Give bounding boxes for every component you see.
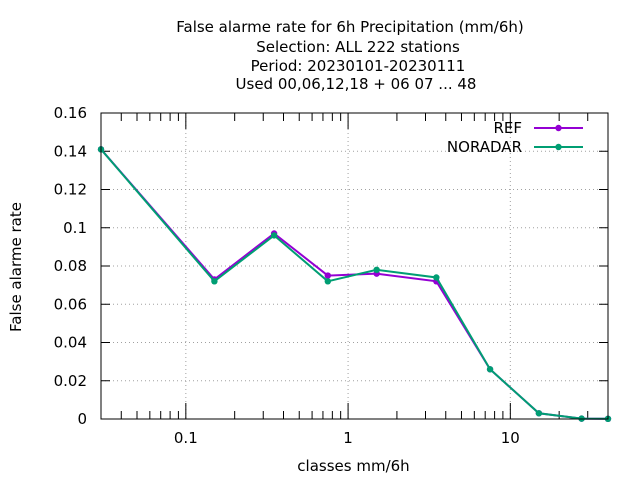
tick-labels: 0 0.02 0.04 0.06 0.08 0.1 0.12 0.14 0.16 0.1 1 10 bbox=[54, 104, 520, 447]
legend-label: NORADAR bbox=[447, 138, 522, 156]
y-tick-label: 0.16 bbox=[54, 104, 87, 122]
legend-item-ref: REF bbox=[493, 119, 583, 137]
title-line-1: False alarme rate for 6h Precipitation (… bbox=[176, 18, 524, 36]
data-point bbox=[270, 232, 278, 239]
series-layer bbox=[97, 146, 612, 423]
x-tick-label: 1 bbox=[343, 429, 353, 447]
grid bbox=[101, 113, 608, 419]
data-point bbox=[324, 272, 332, 279]
legend-marker bbox=[555, 143, 562, 151]
series-ref bbox=[97, 146, 612, 423]
data-point bbox=[433, 274, 440, 281]
data-point bbox=[486, 366, 494, 373]
data-point bbox=[373, 266, 380, 274]
data-point bbox=[535, 410, 543, 417]
x-tick-label: 0.1 bbox=[174, 429, 198, 447]
data-point bbox=[211, 278, 218, 285]
series-line bbox=[100, 148, 609, 420]
y-tick-label: 0.04 bbox=[54, 334, 87, 352]
legend-label: REF bbox=[493, 119, 522, 137]
y-tick-label: 0.08 bbox=[54, 257, 87, 275]
y-tick-label: 0.14 bbox=[54, 142, 87, 160]
y-tick-label: 0.06 bbox=[54, 295, 87, 313]
chart-title: False alarme rate for 6h Precipitation (… bbox=[176, 18, 524, 93]
y-axis-label: False alarme rate bbox=[7, 202, 25, 332]
x-axis-label: classes mm/6h bbox=[297, 457, 409, 475]
plot-frame bbox=[100, 112, 609, 420]
x-tick-label: 10 bbox=[501, 429, 520, 447]
y-tick-label: 0.1 bbox=[63, 219, 87, 237]
data-point bbox=[324, 278, 332, 285]
y-tick-label: 0.02 bbox=[54, 372, 87, 390]
legend-item-noradar: NORADAR bbox=[447, 138, 583, 156]
y-tick-label: 0.12 bbox=[54, 181, 87, 199]
title-line-2: Selection: ALL 222 stations bbox=[256, 38, 460, 56]
series-noradar bbox=[97, 146, 612, 423]
title-line-4: Used 00,06,12,18 + 06 07 ... 48 bbox=[236, 75, 477, 93]
y-tick-label: 0 bbox=[77, 410, 87, 428]
title-line-3: Period: 20230101-20230111 bbox=[251, 57, 466, 75]
legend-marker bbox=[555, 124, 562, 132]
